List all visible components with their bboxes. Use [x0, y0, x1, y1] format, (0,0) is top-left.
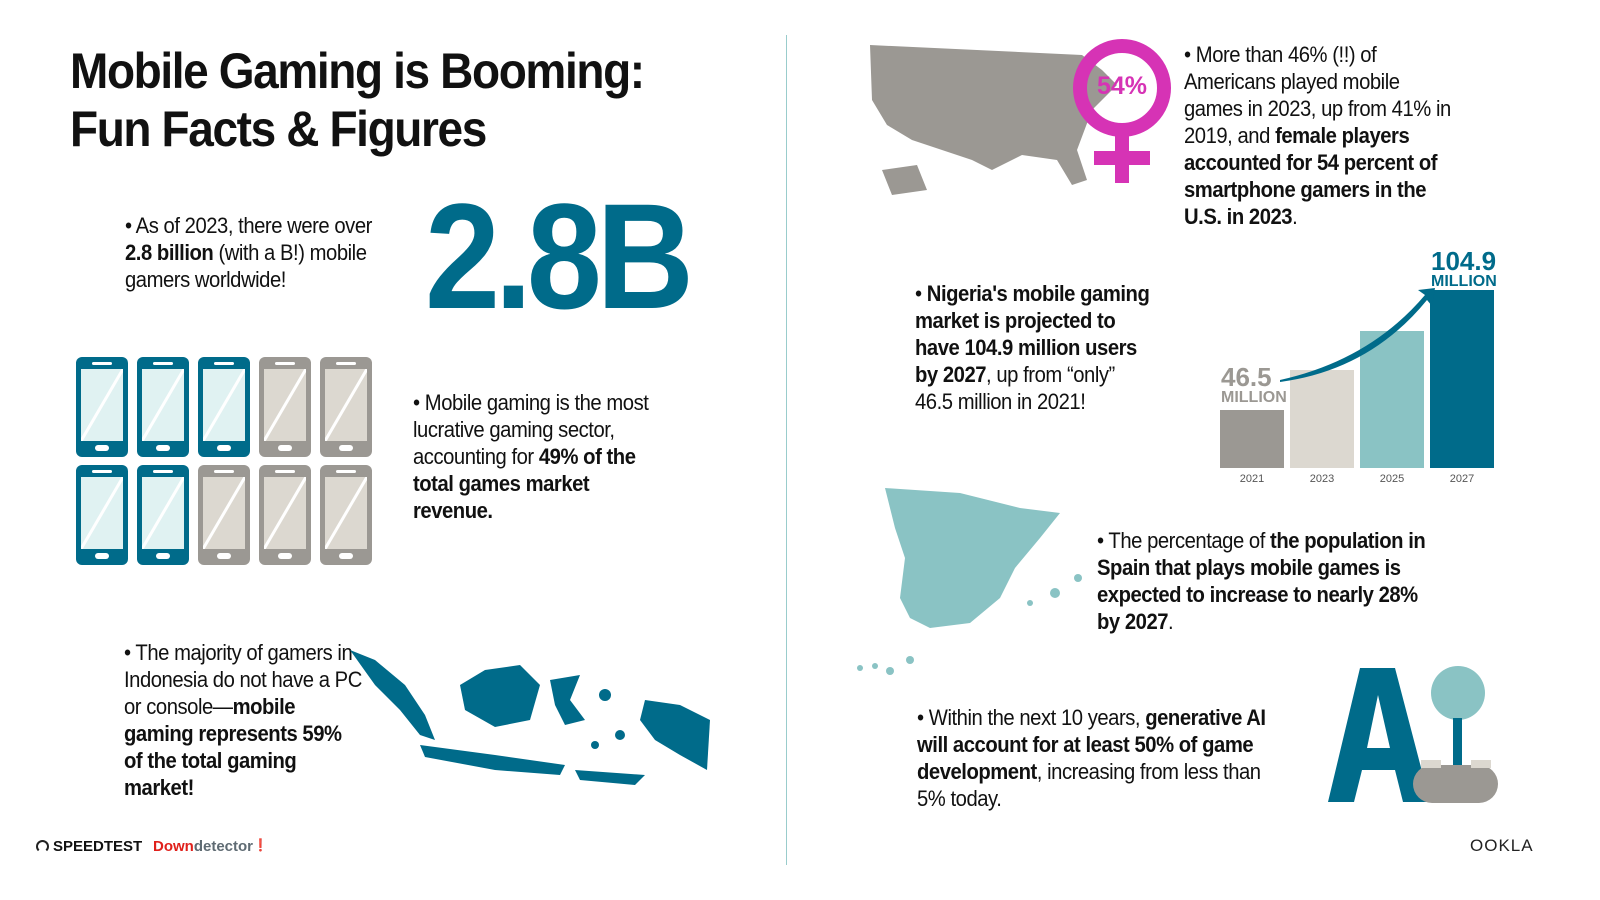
label-2027: 104.9 MILLION: [1431, 246, 1497, 290]
ai-joystick-icon: [1328, 666, 1498, 803]
usa-fact: • More than 46% (!!) of Americans played…: [1184, 42, 1451, 229]
indonesia-fact: • The majority of gamers in Indonesia do…: [124, 640, 362, 800]
phone-icon: [259, 357, 311, 457]
title-line-2: Fun Facts & Figures: [70, 101, 487, 157]
x-tick-label: 2023: [1309, 473, 1335, 485]
downdetector-logo: Downdetector❗: [153, 838, 268, 855]
phone-icon: [198, 465, 250, 565]
revenue-fact: • Mobile gaming is the most lucrative ga…: [413, 390, 649, 523]
divider: [786, 35, 787, 865]
spain-map-icon: [857, 488, 1082, 675]
phone-icon: [259, 465, 311, 565]
nigeria-fact: • Nigeria's mobile gaming market is proj…: [915, 281, 1150, 414]
ookla-logo: OOKLA: [1470, 836, 1534, 855]
alert-icon: ❗: [253, 838, 268, 852]
nigeria-bar-chart: 2021 2023 2025 2027 46.5 MILLION 104.9 MILLIO…: [1220, 240, 1510, 490]
ai-fact: • Within the next 10 years, generative A…: [917, 705, 1266, 811]
phones-grid: [76, 357, 376, 567]
usa-map-icon: [870, 45, 1117, 195]
x-tick-label: 2027: [1449, 473, 1475, 485]
bar-2021: [1220, 410, 1284, 468]
bar-2025: [1360, 330, 1424, 468]
title-line-1: Mobile Gaming is Booming:: [70, 43, 645, 99]
phone-icon: [198, 357, 250, 457]
speedtest-logo: SPEEDTEST: [36, 838, 142, 855]
page-title: Mobile Gaming is Booming: Fun Facts & Fig…: [70, 42, 645, 158]
bar-2027: [1430, 290, 1494, 468]
big-stat: 2.8B: [425, 172, 694, 340]
phone-icon: [320, 465, 372, 565]
phone-icon: [76, 465, 128, 565]
phone-icon: [137, 465, 189, 565]
x-tick-label: 2021: [1239, 473, 1265, 485]
label-2021: 46.5 MILLION: [1221, 362, 1287, 406]
spain-fact: • The percentage of the population in Sp…: [1097, 528, 1426, 634]
phone-icon: [320, 357, 372, 457]
indonesia-map-icon: [350, 650, 710, 785]
female-percent-badge: 54%: [1096, 72, 1148, 100]
gamers-fact: • As of 2023, there were over 2.8 billio…: [125, 213, 372, 292]
speedometer-icon: [36, 840, 49, 853]
phone-icon: [137, 357, 189, 457]
x-tick-label: 2025: [1379, 473, 1405, 485]
phone-icon: [76, 357, 128, 457]
bar-2023: [1290, 369, 1354, 468]
female-symbol-icon: [1073, 39, 1171, 183]
